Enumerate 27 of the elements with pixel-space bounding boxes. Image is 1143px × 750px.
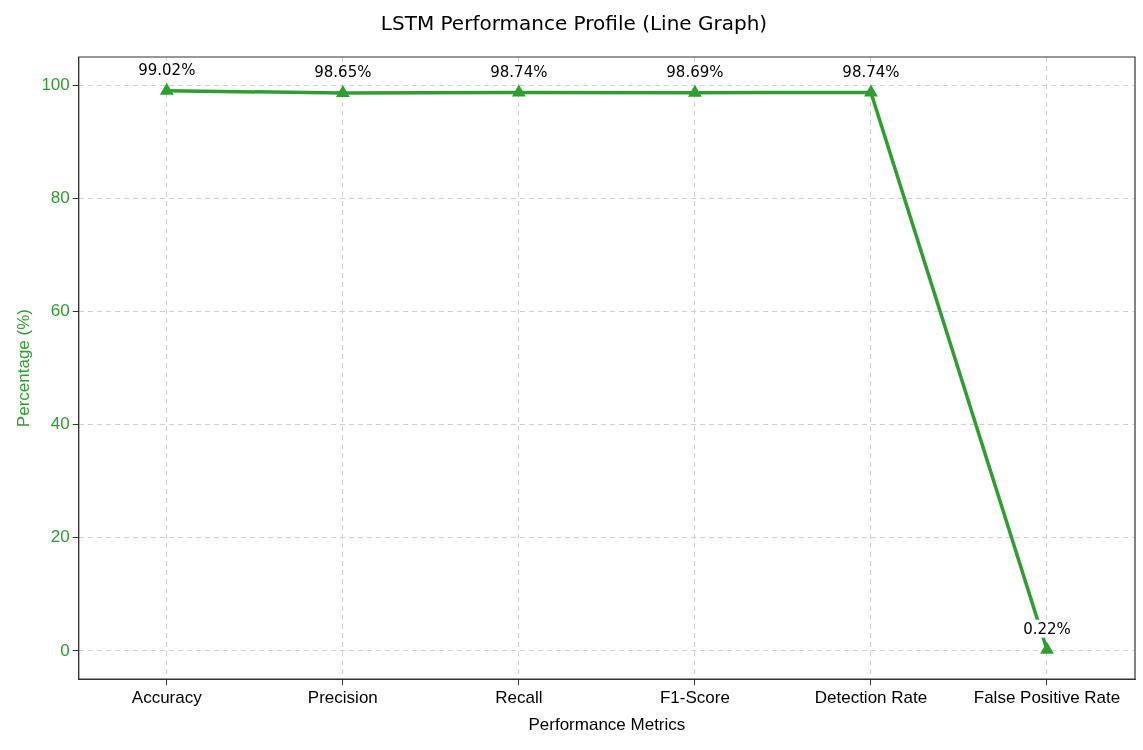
- data-label: 98.65%: [314, 63, 372, 82]
- point: [1040, 641, 1054, 654]
- data-label: 99.02%: [138, 61, 196, 80]
- point: [335, 84, 350, 97]
- x-tick-label: Accuracy: [131, 688, 203, 708]
- x-tick-label: Recall: [495, 688, 543, 708]
- data-label: 98.69%: [666, 63, 724, 82]
- y-tick-label: 0: [60, 640, 70, 660]
- y-tick-label: 100: [41, 74, 70, 94]
- x-tick-label: F1-Score: [659, 688, 730, 708]
- x-tick-label: False Positive Rate: [973, 688, 1121, 708]
- data-label: 0.22%: [1023, 620, 1071, 639]
- x-axis-title: Performance Metrics: [528, 715, 686, 735]
- data-label: 98.74%: [842, 62, 900, 81]
- y-tick-label: 60: [50, 301, 70, 321]
- data-label: 98.74%: [490, 62, 548, 81]
- point: [864, 84, 878, 97]
- x-tick-label: Precision: [307, 688, 378, 708]
- y-tick-label: 20: [50, 527, 70, 547]
- point: [511, 84, 526, 97]
- y-tick-label: 40: [50, 414, 70, 434]
- point: [159, 82, 174, 95]
- y-axis-title: Percentage (%): [13, 309, 33, 428]
- chart-title: LSTM Performance Profile (Line Graph): [380, 11, 768, 36]
- point: [687, 84, 702, 97]
- x-tick-label: Detection Rate: [814, 688, 928, 708]
- y-tick-label: 80: [50, 188, 70, 208]
